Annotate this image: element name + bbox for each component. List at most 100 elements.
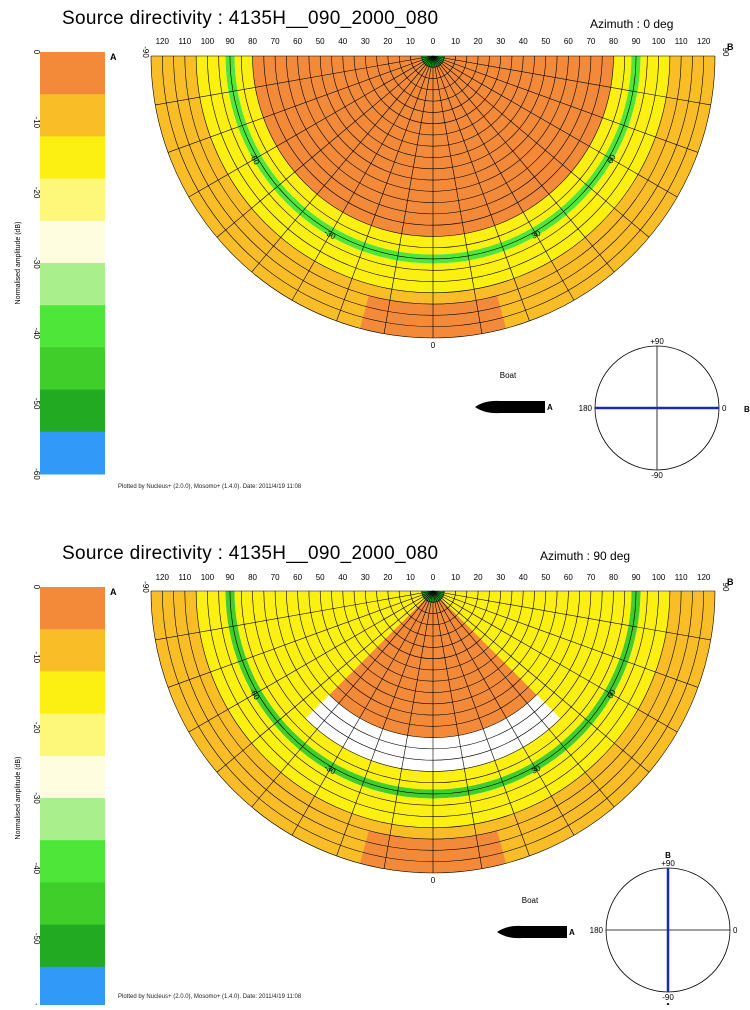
frequency-tick-label: 50 xyxy=(541,573,550,582)
grid-radial-line xyxy=(432,55,483,334)
colorbar-tick-label: -50 xyxy=(32,398,41,410)
grid-radial-line xyxy=(432,590,483,869)
compass-bottom-label: -90 xyxy=(651,471,663,480)
point-a-label: A xyxy=(110,587,117,597)
frequency-tick-label: 20 xyxy=(474,37,483,46)
frequency-tick-label: 30 xyxy=(496,573,505,582)
angle-tick-label: 0 xyxy=(431,876,436,885)
compass-left-label: 180 xyxy=(579,404,593,413)
frequency-tick-label: 0 xyxy=(431,37,436,46)
grid-radial-line xyxy=(432,590,711,641)
colorbar-axis-label: Normalised amplitude (dB) xyxy=(15,222,22,305)
angle-tick-label: 0 xyxy=(431,341,436,350)
compass-point-b-label: B xyxy=(744,405,750,414)
colorbar-tick-label: 0 xyxy=(32,50,41,55)
frequency-tick-label: 90 xyxy=(632,573,641,582)
frequency-tick-label: 60 xyxy=(293,573,302,582)
frequency-tick-label: 30 xyxy=(361,37,370,46)
colorbar-swatch xyxy=(40,220,105,264)
directivity-chart: 0 -10 -20 -30 -40 -50 -60 Normalised amplitude … xyxy=(15,37,750,480)
boat-point-a-label: A xyxy=(569,928,575,937)
directivity-chart: 0 -10 -20 -30 -40 -50 -60 Normalised amplitude … xyxy=(15,573,738,1005)
angle-tick-label: -90 xyxy=(141,581,150,593)
grid-radial-line xyxy=(432,590,530,857)
frequency-tick-label: 90 xyxy=(226,573,235,582)
grid-radial-line xyxy=(432,590,615,808)
frequency-tick-label: 40 xyxy=(338,573,347,582)
colorbar-tick-label: -50 xyxy=(32,933,41,945)
colorbar-swatch xyxy=(40,52,105,95)
frequency-tick-label: 110 xyxy=(675,573,688,582)
azimuth-label: Azimuth : 90 deg xyxy=(540,549,631,563)
compass-diagram: +90 -90 180 0 B A xyxy=(590,851,738,1005)
grid-radial-line xyxy=(432,590,650,773)
frequency-tick-label: 80 xyxy=(609,37,618,46)
compass-top-label: +90 xyxy=(661,859,675,868)
frequency-tick-label: 60 xyxy=(564,37,573,46)
colorbar-swatch xyxy=(40,882,105,926)
colorbar-tick-label: -30 xyxy=(32,792,41,804)
frequency-tick-label: 10 xyxy=(406,573,415,582)
heatmap-band xyxy=(196,591,670,828)
colorbar-axis-label: Normalised amplitude (dB) xyxy=(15,757,22,840)
grid-radial-line xyxy=(432,590,678,733)
frequency-tick-label: 100 xyxy=(652,573,666,582)
grid-radial-line xyxy=(188,590,434,733)
colorbar-swatch xyxy=(40,713,105,757)
frequency-tick-label: 100 xyxy=(201,573,215,582)
frequency-tick-label: 20 xyxy=(383,573,392,582)
frequency-tick-label: 60 xyxy=(293,37,302,46)
grid-radial-line xyxy=(291,55,434,301)
colorbar-tick-label: -40 xyxy=(32,328,41,340)
heatmap-band xyxy=(151,591,715,873)
polar-plot: 120 110 100 90 80 70 60 50 40 30 20 10 0 10 20 30 40 50 60… xyxy=(141,37,734,350)
grid-radial-line xyxy=(432,55,650,238)
frequency-tick-label: 30 xyxy=(361,573,370,582)
frequency-tick-label: 110 xyxy=(178,37,191,46)
frequency-tick-label: 20 xyxy=(383,37,392,46)
compass-diagram: +90 -90 180 0 B xyxy=(579,337,750,480)
boat-label: Boat xyxy=(522,896,539,905)
colorbar-swatch xyxy=(40,389,105,433)
colorbar-swatch xyxy=(40,305,105,348)
colorbar-swatch xyxy=(40,94,105,137)
frequency-tick-label: 80 xyxy=(248,573,257,582)
colorbar-tick-label: -20 xyxy=(32,187,41,199)
frequency-tick-label: 10 xyxy=(451,37,460,46)
compass-bottom-label: -90 xyxy=(662,993,674,1002)
directivity-panel-azimuth-0: Source directivity : 4135H__090_2000_080… xyxy=(0,0,750,500)
angle-tick-label: 90 xyxy=(721,48,730,57)
grid-radial-line xyxy=(188,55,434,198)
frequency-tick-label: 40 xyxy=(338,37,347,46)
directivity-panel-azimuth-90: Source directivity : 4135H__090_2000_080… xyxy=(0,535,750,1005)
colorbar-tick-label: -60 xyxy=(32,1003,41,1005)
frequency-tick-label: 70 xyxy=(271,573,280,582)
colorbar-swatch xyxy=(40,587,105,630)
grid-radial-line xyxy=(432,55,615,273)
grid-radial-line xyxy=(432,55,711,106)
grid-radial-line xyxy=(216,55,434,238)
colorbar-tick-label: 0 xyxy=(32,585,41,590)
grid-radial-line xyxy=(251,55,434,273)
colorbar-swatch xyxy=(40,924,105,968)
frequency-tick-label: 40 xyxy=(519,573,528,582)
compass-point-b-label: B xyxy=(665,851,671,860)
compass-right-label: 0 xyxy=(733,926,738,935)
frequency-tick-label: 80 xyxy=(248,37,257,46)
colorbar: 0 -10 -20 -30 -40 -50 -60 Normalised amplitude … xyxy=(15,585,117,1005)
frequency-tick-label: 50 xyxy=(316,37,325,46)
grid-radial-line xyxy=(432,55,699,153)
boat-icon xyxy=(475,400,545,414)
frequency-tick-label: 40 xyxy=(519,37,528,46)
frequency-tick-label: 120 xyxy=(697,573,711,582)
grid-radial-line xyxy=(155,55,434,106)
grid-radial-line xyxy=(291,590,434,836)
colorbar-swatch xyxy=(40,629,105,672)
grid-radial-line xyxy=(167,590,434,688)
colorbar-swatch xyxy=(40,136,105,180)
angle-tick-label: 90 xyxy=(721,583,730,592)
heatmap-band xyxy=(252,56,614,237)
point-a-label: A xyxy=(110,52,117,62)
point-b-label: B xyxy=(727,577,734,587)
plot-footer: Plotted by Nucleus+ (2.0.0), Mosomo+ (1.… xyxy=(118,484,302,490)
